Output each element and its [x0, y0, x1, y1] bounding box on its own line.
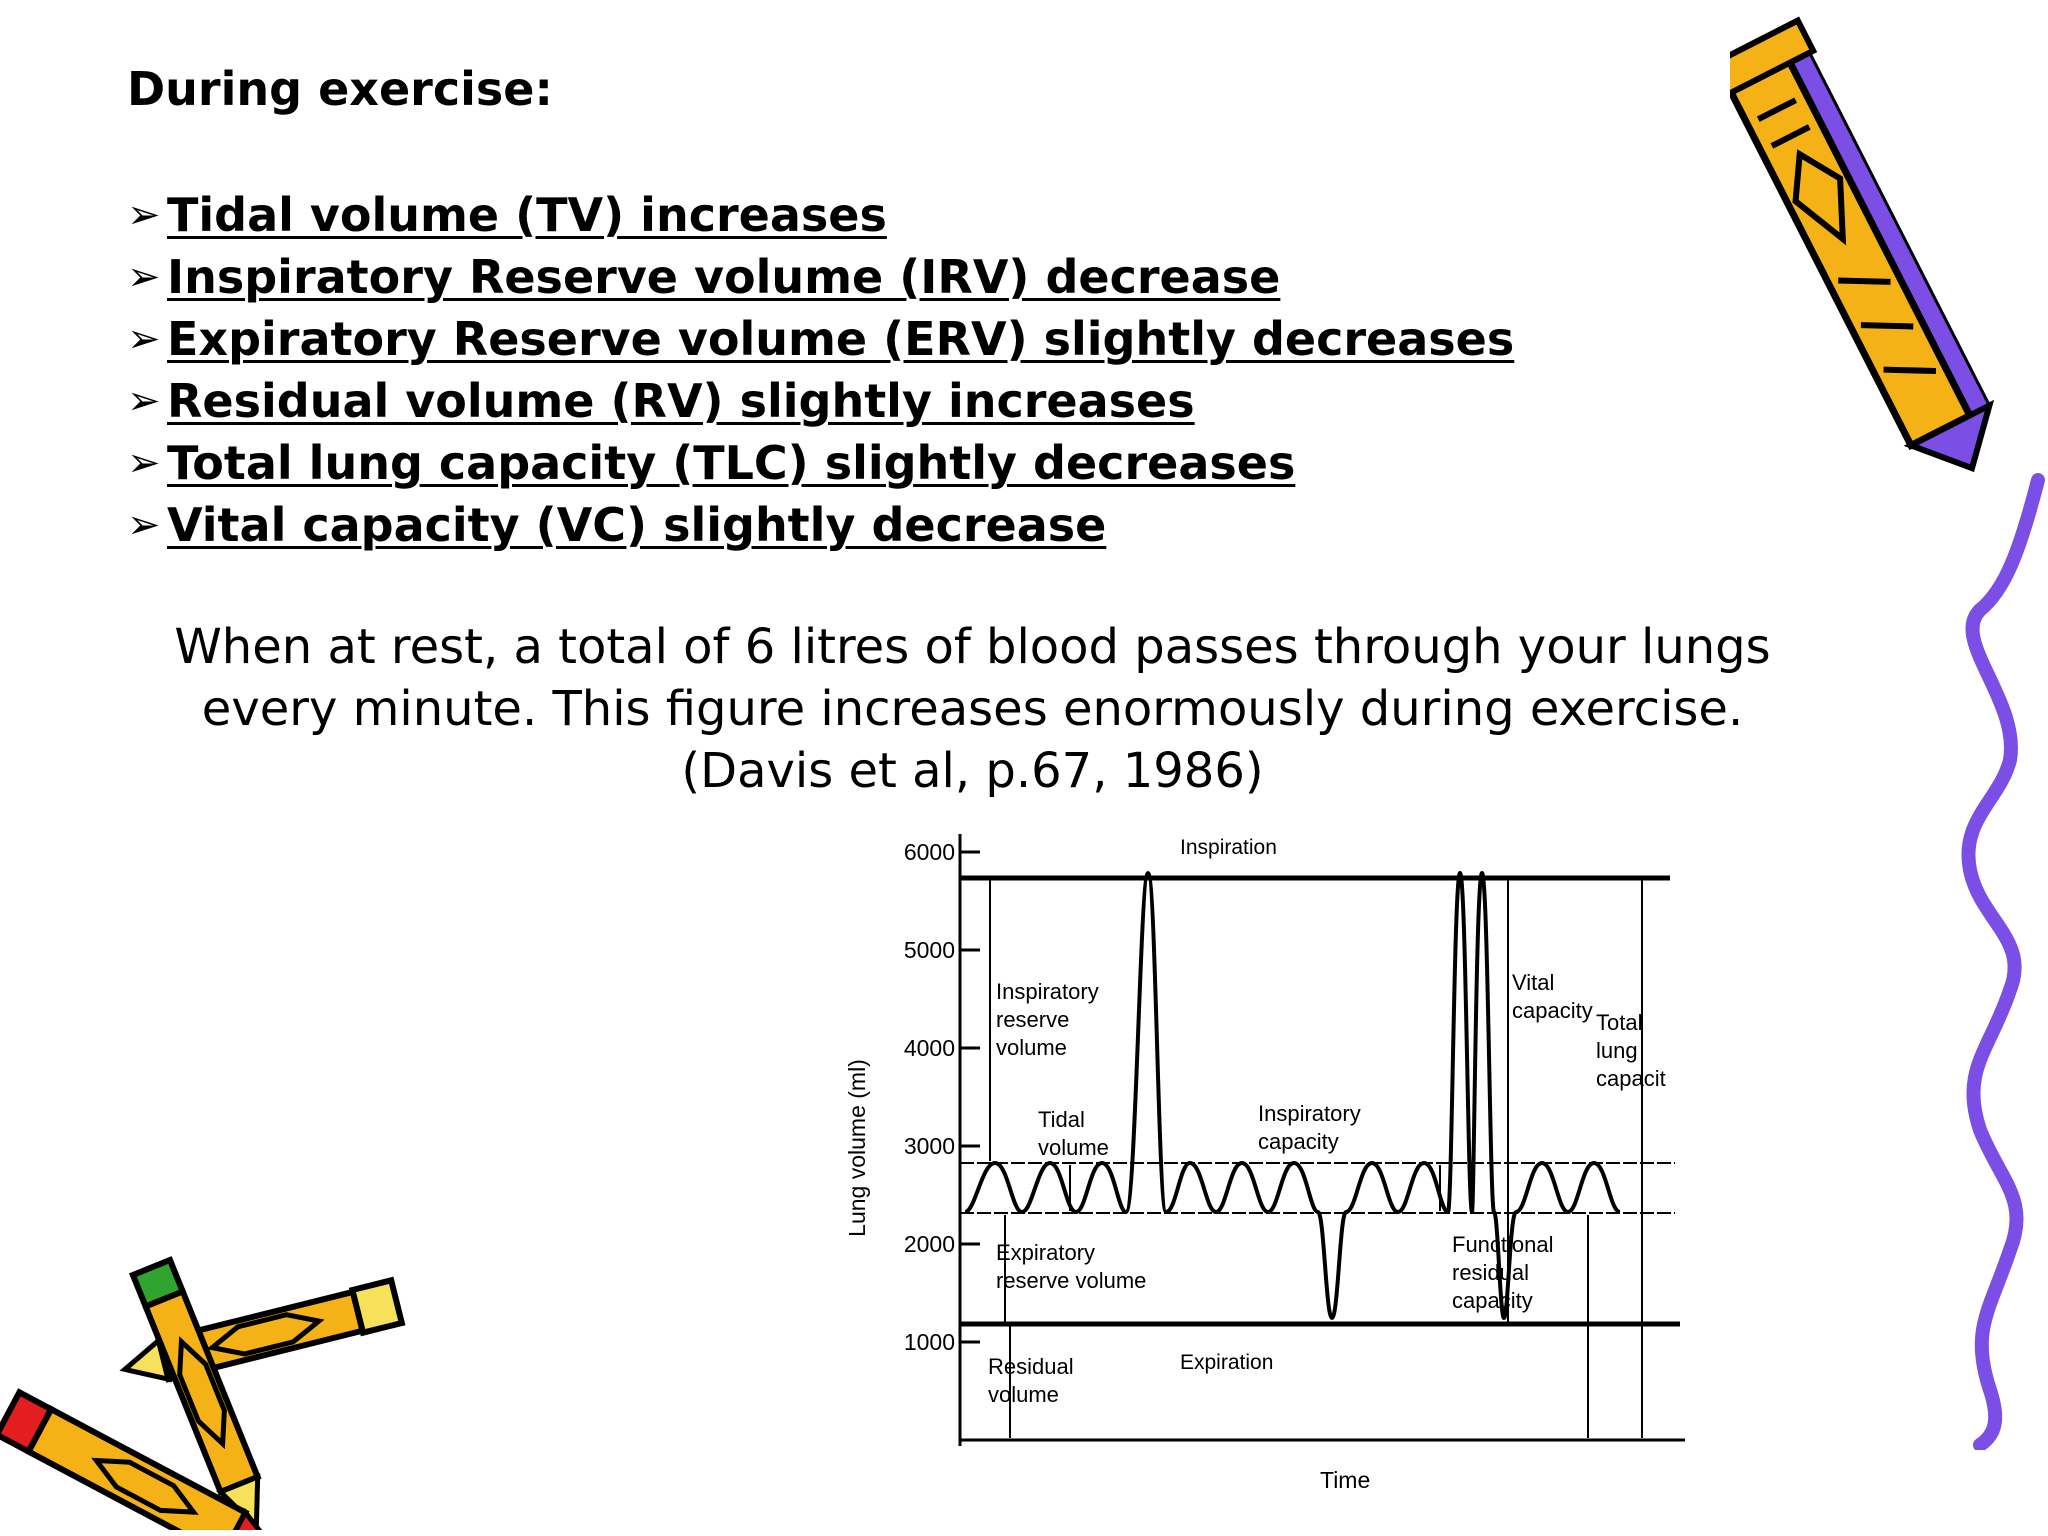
tidal-label-line: volume: [1038, 1135, 1109, 1160]
quote-line: When at rest, a total of 6 litres of blo…: [174, 619, 1771, 675]
breathing-trace: [964, 870, 1621, 1321]
quote-paragraph: When at rest, a total of 6 litres of blo…: [140, 616, 1805, 802]
y-tick-label: 3000: [904, 1133, 955, 1159]
bullet-text: Vital capacity (VC) slightly decrease: [167, 498, 1107, 552]
tlc-label-line: Total: [1596, 1010, 1642, 1035]
vc-label-line: Vital: [1512, 970, 1554, 995]
arrow-bullet-icon: ➢: [127, 254, 161, 300]
arrow-bullet-icon: ➢: [127, 502, 161, 548]
irv-label-line: reserve: [996, 1007, 1069, 1032]
bullet-text: Total lung capacity (TLC) slightly decre…: [167, 436, 1296, 490]
rv-label-line: Residual: [988, 1354, 1074, 1379]
y-axis-title: Lung volume (ml): [844, 1059, 870, 1237]
expiration-label: Expiration: [1180, 1351, 1273, 1374]
irv-label-line: Inspiratory: [996, 979, 1099, 1004]
wavy-line-decoration: [1961, 473, 2045, 1450]
bullet-text: Expiratory Reserve volume (ERV) slightly…: [167, 312, 1515, 366]
crossed-pencils-icon: [0, 1256, 406, 1530]
arrow-bullet-icon: ➢: [127, 192, 161, 238]
frc-label-line: capacity: [1452, 1288, 1533, 1313]
x-axis-title: Time: [1320, 1467, 1370, 1493]
bullet-item: ➢ Tidal volume (TV) increases: [127, 184, 1514, 246]
ic-label-line: capacity: [1258, 1129, 1339, 1154]
tlc-label-line: capacit: [1596, 1066, 1666, 1091]
measurement-arrows: [989, 880, 1643, 1438]
irv-label-line: volume: [996, 1035, 1067, 1060]
bullet-item: ➢ Inspiratory Reserve volume (IRV) decrea…: [127, 246, 1514, 308]
bullet-list: ➢ Tidal volume (TV) increases ➢ Inspirator…: [127, 184, 1514, 556]
slide-heading: During exercise:: [127, 62, 553, 116]
rv-label-line: volume: [988, 1382, 1059, 1407]
pencil-top-right-icon: [1730, 16, 1995, 473]
bullet-text: Tidal volume (TV) increases: [167, 188, 887, 242]
y-tick-label: 6000: [904, 839, 955, 865]
arrow-bullet-icon: ➢: [127, 316, 161, 362]
bullet-item: ➢ Expiratory Reserve volume (ERV) slightl…: [127, 308, 1514, 370]
arrow-bullet-icon: ➢: [127, 378, 161, 424]
quote-citation: (Davis et al, p.67, 1986): [681, 743, 1264, 799]
bullet-item: ➢ Residual volume (RV) slightly increases: [127, 370, 1514, 432]
quote-line: every minute. This figure increases enor…: [201, 681, 1744, 737]
frc-label-line: Functional: [1452, 1232, 1554, 1257]
ic-label-line: Inspiratory: [1258, 1101, 1361, 1126]
erv-label-line: reserve volume: [996, 1268, 1146, 1293]
bullet-text: Residual volume (RV) slightly increases: [167, 374, 1195, 428]
bullet-item: ➢ Total lung capacity (TLC) slightly decr…: [127, 432, 1514, 494]
erv-label-line: Expiratory: [996, 1240, 1095, 1265]
y-tick-label: 1000: [904, 1329, 955, 1355]
tlc-label-line: lung: [1596, 1038, 1638, 1063]
y-tick-label: 5000: [904, 937, 955, 963]
arrow-bullet-icon: ➢: [127, 440, 161, 486]
inspiration-label: Inspiration: [1180, 836, 1277, 859]
y-tick-group: 6000 5000 4000 3000 2000 1000: [904, 839, 980, 1355]
y-tick-label: 4000: [904, 1035, 955, 1061]
bullet-text: Inspiratory Reserve volume (IRV) decreas…: [167, 250, 1281, 304]
frc-label-line: residual: [1452, 1260, 1529, 1285]
tidal-label-line: Tidal: [1038, 1107, 1085, 1132]
bullet-item: ➢ Vital capacity (VC) slightly decrease: [127, 494, 1514, 556]
vc-label-line: capacity: [1512, 998, 1593, 1023]
y-tick-label: 2000: [904, 1231, 955, 1257]
lung-volume-diagram: 6000 5000 4000 3000 2000 1000 Lung volum…: [844, 834, 1685, 1493]
